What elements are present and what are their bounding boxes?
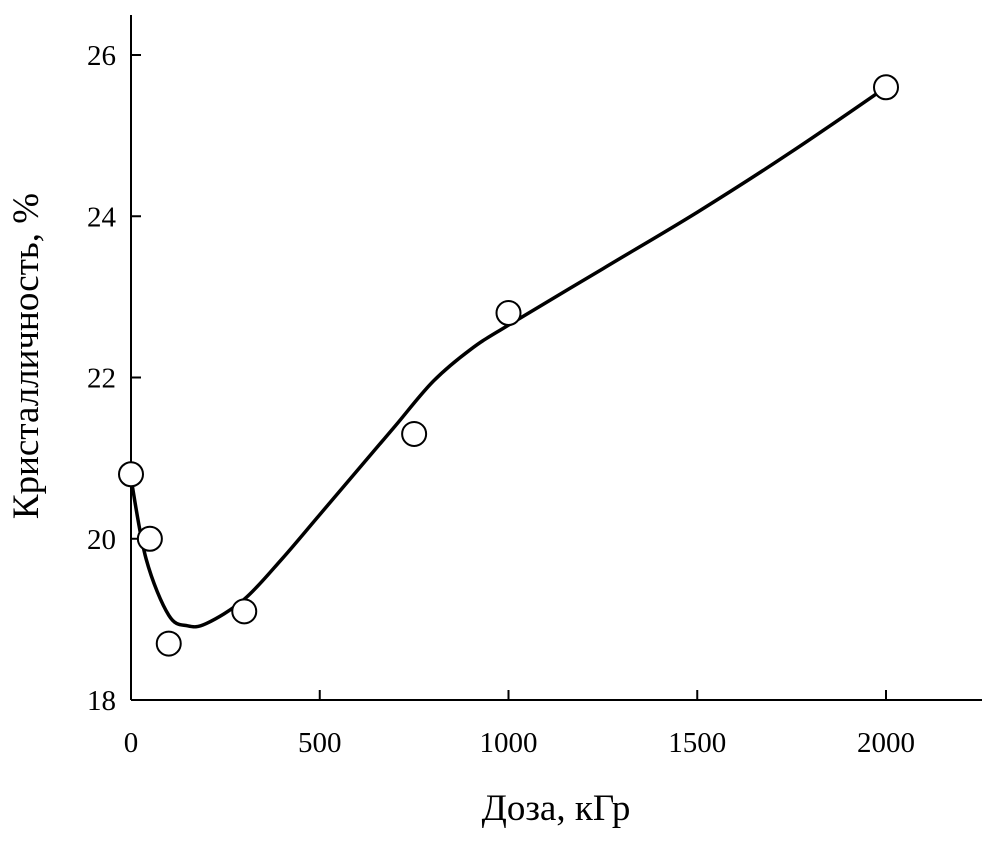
fit-curve: [129, 85, 888, 629]
y-tick-label: 20: [87, 524, 116, 556]
x-ticks: 0 500 1000 1500 2000: [124, 690, 915, 759]
x-tick-label: 2000: [857, 727, 915, 759]
axes: [130, 15, 982, 701]
x-tick-label: 1500: [668, 727, 726, 759]
y-axis-title: Кристалличность, %: [6, 193, 47, 519]
data-point: [155, 630, 182, 657]
y-tick-label: 22: [87, 363, 116, 395]
y-tick-label: 18: [87, 685, 116, 717]
data-point: [118, 461, 144, 488]
y-tick-label: 24: [87, 201, 117, 233]
x-tick-label: 0: [124, 727, 139, 759]
y-ticks: 18 20 22 24 26: [87, 40, 141, 717]
x-axis-title: Доза, кГр: [482, 788, 631, 829]
data-points: [118, 74, 899, 657]
y-tick-label: 26: [87, 40, 116, 72]
data-point: [136, 525, 163, 552]
data-point: [873, 74, 899, 101]
data-point: [495, 300, 522, 326]
data-point: [401, 420, 428, 447]
x-tick-label: 1000: [480, 727, 538, 759]
data-point: [231, 598, 258, 625]
x-tick-label: 500: [298, 727, 342, 759]
